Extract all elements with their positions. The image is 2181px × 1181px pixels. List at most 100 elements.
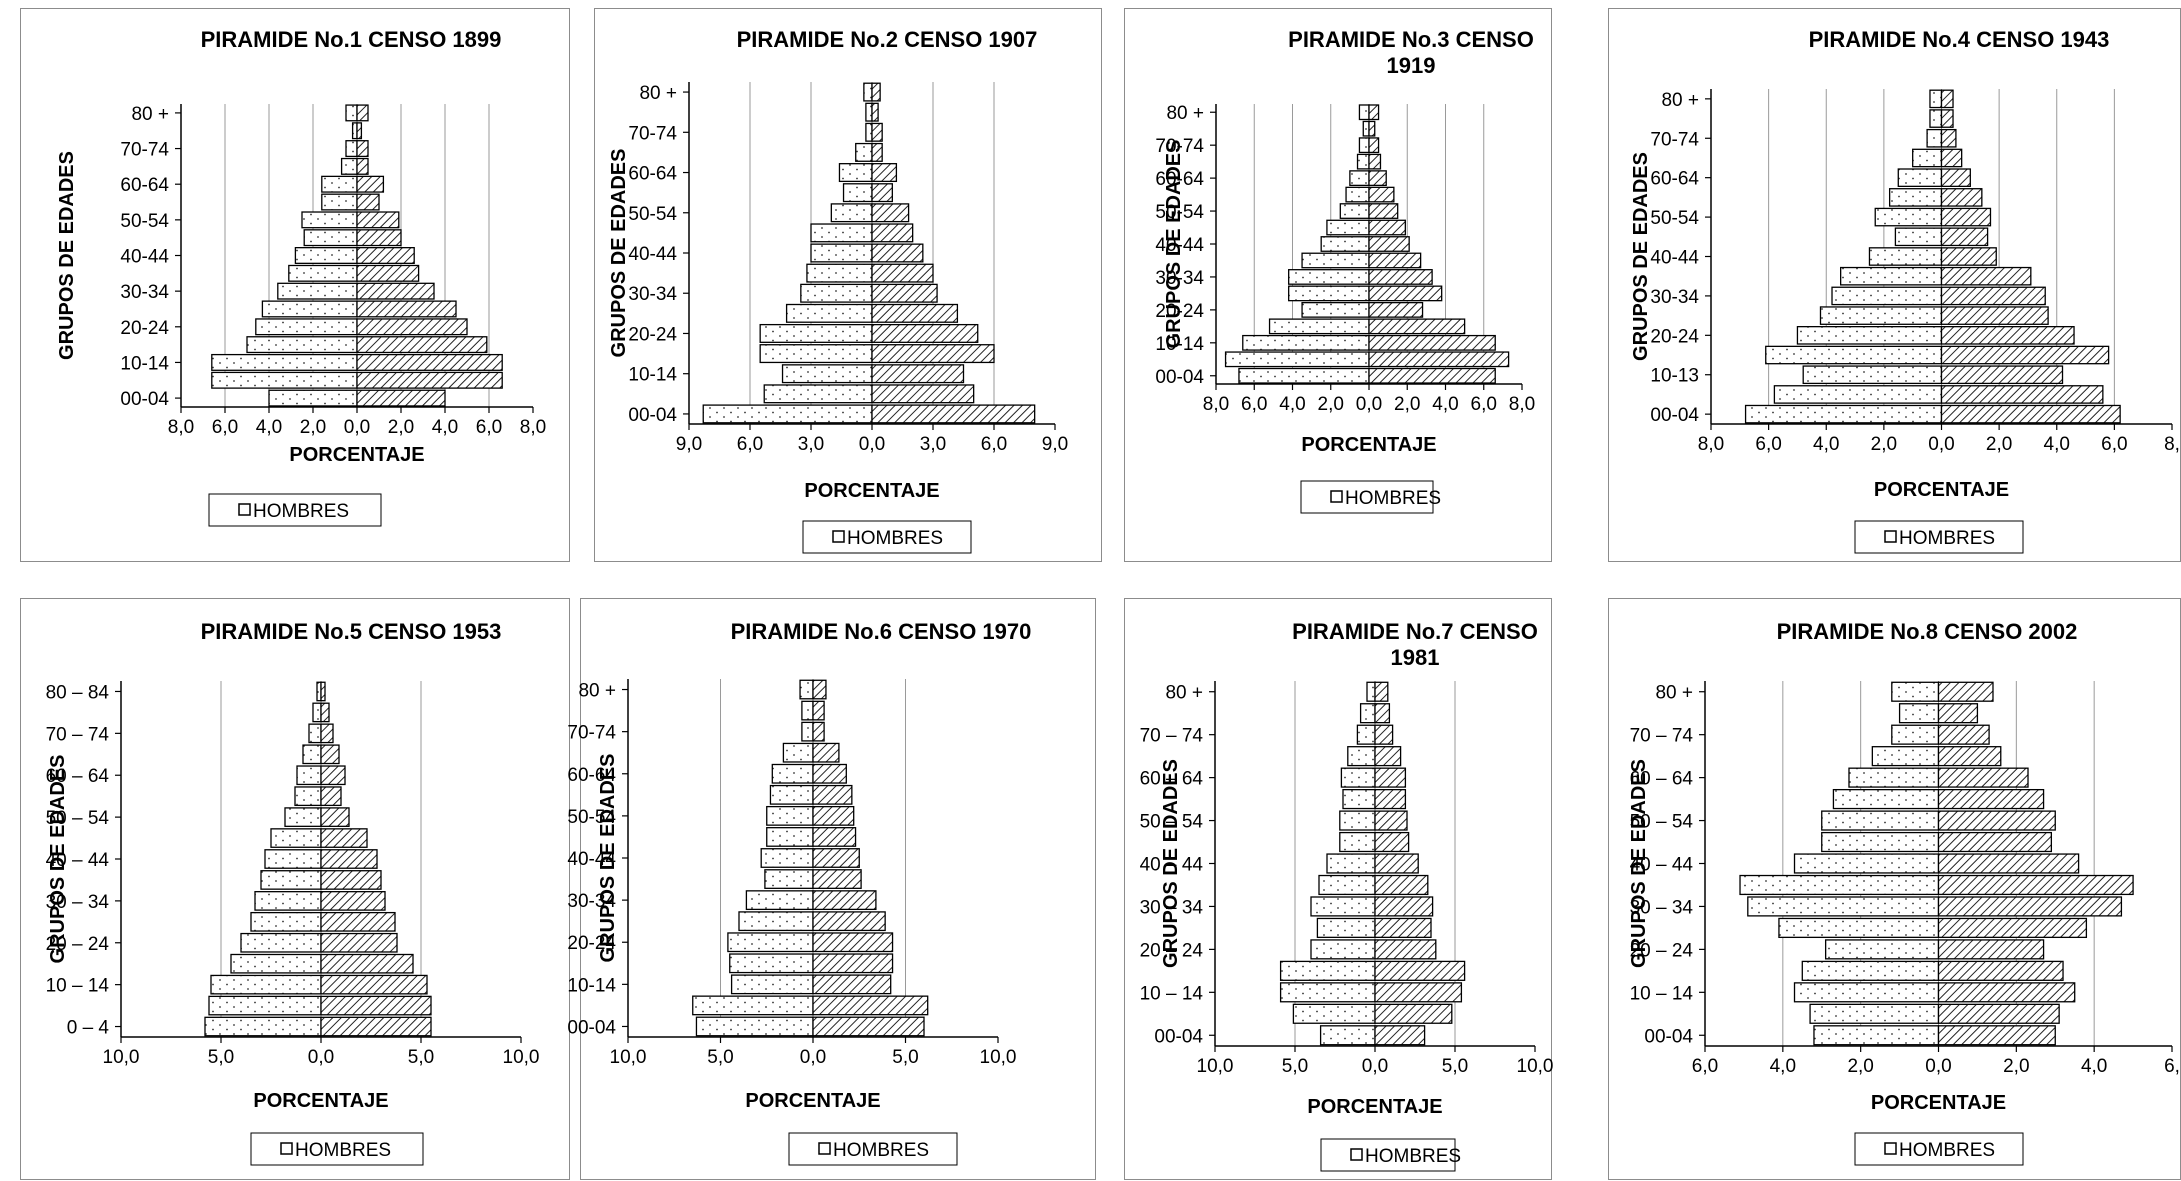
bar-series-2 — [320, 744, 340, 765]
y-tick-label: 80 + — [1655, 683, 1693, 704]
bar-hombres — [1349, 170, 1370, 187]
bar-series-2 — [812, 953, 894, 974]
bar-hombres — [771, 763, 814, 784]
bar-hombres — [208, 995, 322, 1016]
x-axis-label: PORCENTAJE — [1301, 434, 1436, 456]
bar-series-2 — [871, 203, 910, 223]
y-tick-label: 00-04 — [1644, 1026, 1693, 1047]
bar-hombres — [1739, 874, 1940, 896]
bar-series-2 — [1940, 286, 2046, 306]
x-axis-label: PORCENTAJE — [253, 1090, 388, 1112]
bar-hombres — [759, 344, 873, 364]
legend-swatch — [1884, 530, 1897, 543]
x-tick-label: 6,0 — [212, 417, 238, 438]
bar-series-2 — [356, 247, 415, 264]
y-tick-label: 40-44 — [567, 849, 616, 870]
bar-hombres — [801, 700, 814, 721]
x-axis-label: PORCENTAJE — [1871, 1092, 2006, 1114]
x-tick-label: 8,0 — [1509, 394, 1535, 415]
bar-hombres — [838, 163, 873, 183]
bar-series-2 — [812, 742, 840, 763]
y-tick-label: 50-54 — [120, 211, 169, 232]
y-tick-label: 20 – 24 — [1630, 940, 1694, 961]
bar-hombres — [1912, 148, 1943, 168]
bar-series-2 — [356, 140, 369, 158]
bar-series-2 — [871, 364, 965, 384]
bar-hombres — [351, 122, 358, 140]
bar-hombres — [1288, 285, 1370, 302]
bar-hombres — [230, 953, 322, 974]
legend-swatch — [238, 503, 251, 516]
y-axis-label: GRUPOS DE EDADES — [1160, 759, 1182, 968]
x-tick-label: 2,0 — [1318, 394, 1344, 415]
bar-series-2 — [1374, 1003, 1453, 1024]
bar-series-2 — [871, 384, 975, 404]
y-tick-label: 10 – 14 — [46, 976, 110, 997]
bar-hombres — [277, 282, 358, 300]
x-tick-label: 5,0 — [707, 1047, 733, 1068]
bar-hombres — [240, 932, 322, 953]
bar-hombres — [340, 157, 358, 175]
bar-series-2 — [1937, 831, 2053, 853]
x-tick-label: 0,0 — [344, 417, 370, 438]
bar-hombres — [1224, 351, 1370, 368]
bar-hombres — [695, 1016, 814, 1037]
bar-hombres — [1888, 188, 1943, 207]
pyramid-panel-4: PIRAMIDE No.4 CENSO 1943 8,0 6,0 4,0 2,0 0,0 2… — [1608, 8, 2181, 562]
pyramid-chart-3: PIRAMIDE No.3 CENSO 1919 8,0 6,0 4,0 2,0 0,0 2,… — [1155, 27, 1535, 514]
bar-hombres — [1238, 367, 1370, 384]
x-axis-label: PORCENTAJE — [745, 1090, 880, 1112]
chart-title: PIRAMIDE No.1 CENSO 1899 — [201, 27, 502, 52]
bar-series-2 — [812, 932, 894, 953]
bar-series-2 — [356, 264, 420, 282]
bar-hombres — [830, 203, 873, 223]
x-tick-label: 4,0 — [1279, 394, 1305, 415]
bar-series-2 — [871, 323, 979, 343]
x-tick-label: 10,0 — [980, 1047, 1017, 1068]
x-tick-label: 4,0 — [1432, 394, 1458, 415]
bar-series-2 — [1374, 746, 1402, 767]
x-tick-label: 6,0 — [476, 417, 502, 438]
bar-hombres — [727, 932, 814, 953]
legend-box — [1854, 520, 2024, 554]
bar-series-2 — [871, 303, 959, 323]
y-tick-label: 70 – 74 — [1630, 726, 1694, 747]
bar-series-2 — [356, 389, 446, 407]
bar-series-2 — [1940, 266, 2032, 286]
bar-series-2 — [1940, 227, 1989, 247]
bar-hombres — [763, 384, 873, 404]
legend-swatch — [1884, 1142, 1897, 1155]
x-tick-label: 10,0 — [103, 1047, 140, 1068]
bar-hombres — [303, 229, 358, 247]
bar-hombres — [766, 827, 814, 847]
bar-hombres — [1824, 939, 1940, 960]
bar-series-2 — [1940, 109, 1954, 128]
bar-series-2 — [812, 974, 892, 995]
bar-series-2 — [320, 891, 386, 911]
bar-series-2 — [1940, 365, 2064, 385]
chart-title: PIRAMIDE No.2 CENSO 1907 — [737, 27, 1038, 52]
legend-label: HOMBRES — [1899, 1140, 1995, 1161]
bar-hombres — [1359, 703, 1376, 724]
bar-hombres — [855, 142, 873, 162]
pyramid-panel-5: PIRAMIDE No.5 CENSO 1953 10,0 5,0 0,0 5,0 10,… — [20, 598, 570, 1180]
bar-series-2 — [356, 211, 400, 229]
chart-title: PIRAMIDE No.6 CENSO 1970 — [731, 619, 1032, 644]
x-tick-label: 5,0 — [408, 1047, 434, 1068]
pyramid-panel-7: PIRAMIDE No.7 CENSO 1981 10,0 5,0 0,0 5,0 10,0… — [1124, 598, 1553, 1180]
bar-series-2 — [1937, 853, 2080, 874]
x-tick-label: 5,0 — [892, 1047, 918, 1068]
bar-hombres — [1802, 365, 1943, 385]
bar-hombres — [270, 828, 322, 848]
bar-series-2 — [1368, 334, 1496, 351]
bar-hombres — [1747, 896, 1940, 917]
bar-series-2 — [1940, 89, 1954, 109]
bar-hombres — [702, 404, 873, 424]
legend-label: HOMBRES — [1345, 488, 1441, 509]
y-axis-label: GRUPOS DE EDADES — [1628, 759, 1650, 968]
bar-hombres — [1316, 917, 1376, 939]
bar-series-2 — [1368, 269, 1433, 285]
bar-hombres — [1326, 853, 1376, 874]
bar-series-2 — [320, 849, 378, 869]
bar-hombres — [254, 891, 322, 911]
